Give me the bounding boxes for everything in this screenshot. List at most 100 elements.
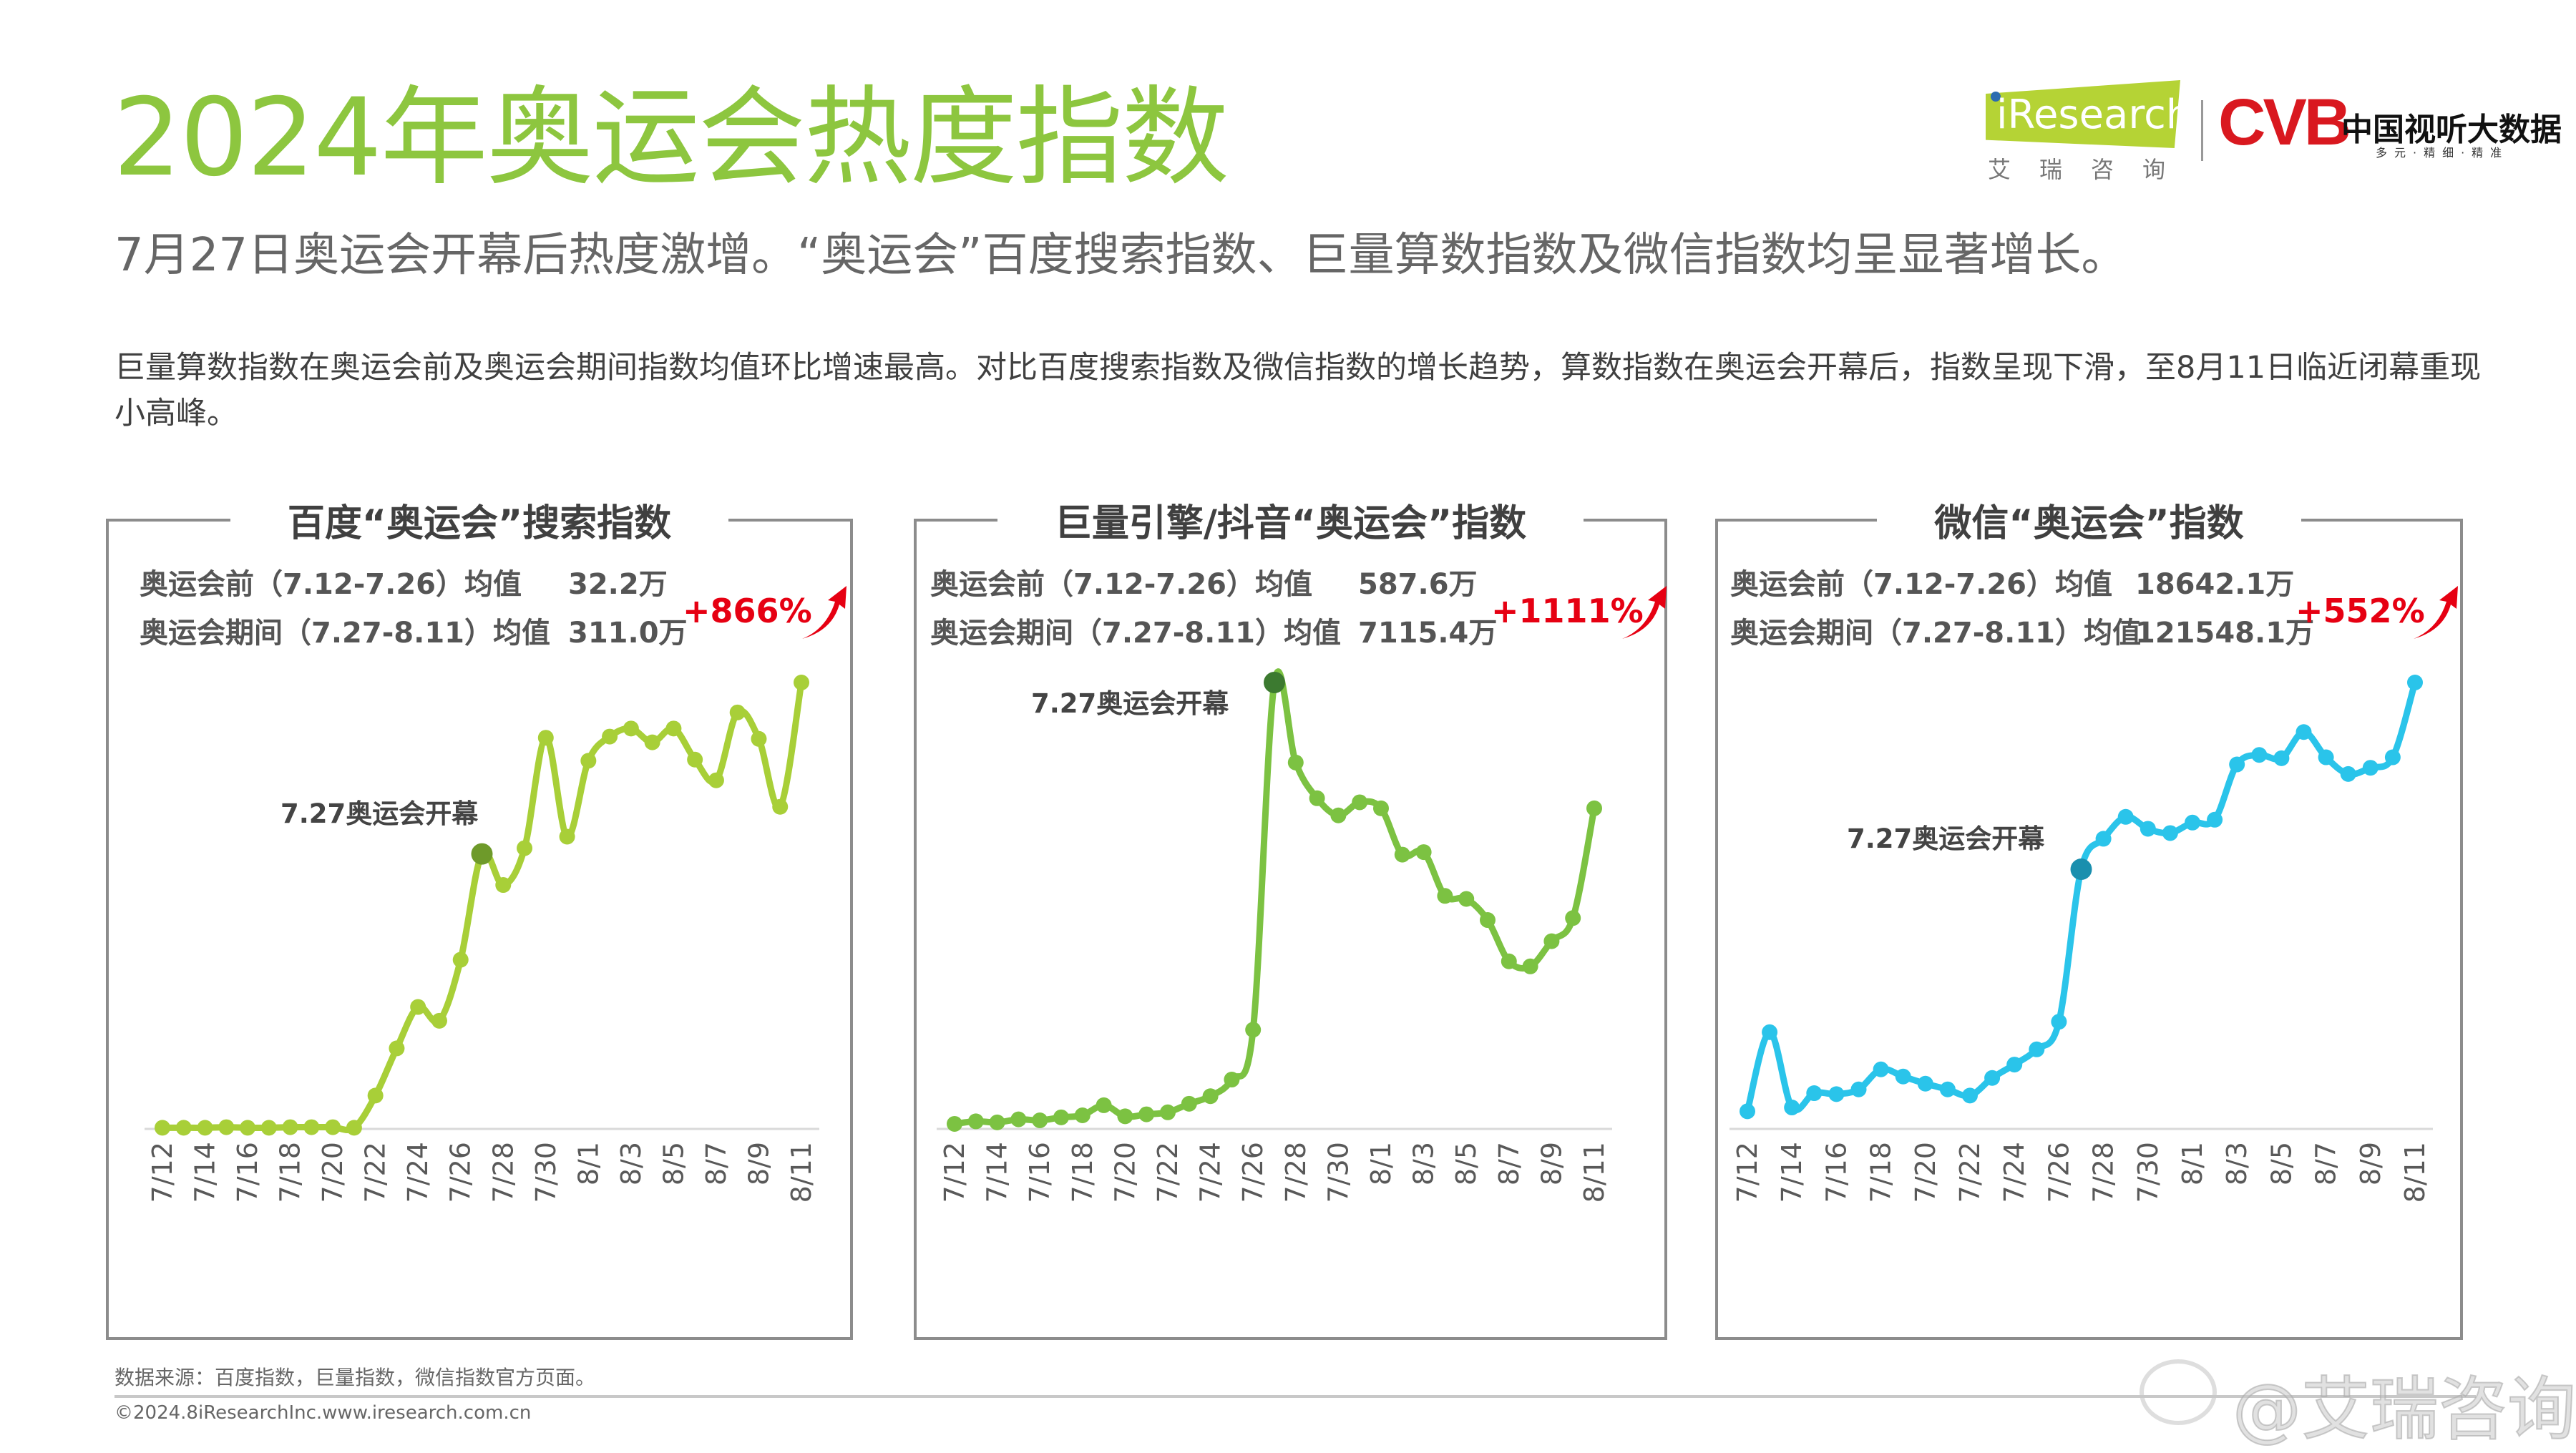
x-tick-label: 8/1 (572, 1142, 604, 1185)
data-point (1138, 1106, 1155, 1122)
stat-value: 311.0万 (568, 617, 688, 650)
data-point (623, 720, 639, 737)
x-tick-label: 8/1 (1365, 1142, 1397, 1185)
data-point (1287, 754, 1304, 770)
data-point (1962, 1087, 1978, 1104)
data-point (989, 1114, 1005, 1130)
data-point (282, 1119, 298, 1135)
data-point (1480, 912, 1496, 929)
data-point (1984, 1070, 2001, 1086)
data-point (410, 999, 426, 1015)
data-point (303, 1119, 320, 1135)
x-tick-label: 8/1 (2177, 1142, 2208, 1185)
data-point (687, 751, 703, 768)
chart-title-wrap: 微信“奥运会”指数 (1718, 493, 2460, 547)
red-up-arrow-icon (1619, 584, 1669, 642)
x-tick-label: 7/30 (530, 1142, 562, 1203)
x-tick-label: 7/12 (1732, 1142, 1763, 1203)
data-point (1522, 958, 1538, 974)
data-point (1806, 1085, 1823, 1102)
stat-value: 18642.1万 (2135, 568, 2295, 601)
stat-value: 32.2万 (568, 568, 668, 601)
chart-title: 百度“奥运会”搜索指数 (230, 502, 729, 545)
iresearch-logo-text: iResearch (1996, 92, 2192, 138)
growth-percentage: +552% (2296, 592, 2425, 630)
x-tick-label: 8/9 (743, 1142, 774, 1185)
data-point (1394, 846, 1410, 863)
x-tick-label: 8/7 (2311, 1142, 2342, 1185)
data-point (1565, 910, 1581, 926)
x-tick-label: 8/11 (2399, 1142, 2431, 1203)
stat-label: 奥运会前（7.12-7.26）均值 (140, 568, 522, 601)
x-tick-label: 8/5 (1450, 1142, 1482, 1185)
red-up-arrow-icon (799, 584, 849, 642)
line-chart: 7/12 7/14 7/16 7/18 7/20 7/22 7/24 7/26 7/28 7/30… (145, 675, 819, 1203)
data-point (1501, 953, 1517, 969)
data-point (2140, 821, 2156, 837)
data-point (2162, 825, 2178, 841)
x-tick-label: 8/9 (2355, 1142, 2386, 1185)
data-point (2117, 808, 2134, 825)
x-tick-label: 8/9 (1536, 1142, 1567, 1185)
data-point (559, 828, 575, 845)
x-tick-label: 7/22 (1152, 1142, 1184, 1203)
data-point (1181, 1095, 1197, 1112)
data-point (2318, 749, 2334, 765)
opening-annotation: 7.27奥运会开幕 (1847, 823, 2045, 854)
data-point (1245, 1022, 1262, 1038)
cvb-logo: CVB (2218, 86, 2351, 159)
data-source-note: 数据来源：百度指数，巨量指数，微信指数官方页面。 (114, 1366, 596, 1389)
data-point (1074, 1107, 1091, 1123)
x-tick-label: 8/11 (1579, 1142, 1610, 1203)
stat-value: 121548.1万 (2135, 617, 2315, 650)
data-point (1586, 800, 1602, 816)
data-point (2095, 831, 2112, 847)
x-tick-label: 8/5 (658, 1142, 689, 1185)
data-point (1053, 1109, 1069, 1125)
x-tick-label: 7/12 (939, 1142, 970, 1203)
data-point (1224, 1072, 1240, 1088)
data-point (197, 1120, 213, 1136)
page-title: 2024年奥运会热度指数 (113, 76, 1229, 200)
weibo-icon (2140, 1359, 2217, 1425)
x-tick-label: 7/26 (2043, 1142, 2074, 1203)
logo-divider (2201, 100, 2203, 161)
data-point (2207, 811, 2223, 828)
opening-annotation: 7.27奥运会开幕 (280, 798, 479, 829)
x-tick-label: 7/26 (445, 1142, 477, 1203)
chart-title: 微信“奥运会”指数 (1877, 502, 2301, 545)
series-line (1744, 681, 2419, 1113)
x-tick-label: 8/7 (701, 1142, 732, 1185)
data-point (175, 1120, 192, 1136)
chart-title-wrap: 百度“奥运会”搜索指数 (109, 493, 850, 547)
iresearch-logo-cn: 艾瑞咨询 (1988, 156, 2195, 183)
x-tick-label: 7/28 (1280, 1142, 1312, 1203)
data-point (1939, 1081, 1956, 1097)
data-point (1740, 1103, 1755, 1120)
data-point (2185, 814, 2200, 831)
x-tick-label: 7/12 (147, 1142, 178, 1203)
cvb-logo-slogan: 多元·精细·精准 (2376, 146, 2509, 160)
data-point (1828, 1086, 1845, 1102)
data-point (2296, 724, 2312, 740)
data-point (1330, 807, 1347, 823)
x-tick-label: 7/30 (1322, 1142, 1354, 1203)
data-point (1873, 1061, 1889, 1077)
data-point (346, 1120, 362, 1136)
data-point (1309, 790, 1325, 806)
data-point (602, 728, 618, 745)
data-point (2229, 756, 2245, 773)
stat-value: 587.6万 (1358, 568, 1478, 601)
x-tick-label: 7/14 (190, 1142, 221, 1203)
red-up-arrow-icon (2411, 584, 2461, 642)
data-point (1437, 888, 1453, 904)
summary-paragraph: 巨量算数指数在奥运会前及奥运会期间指数均值环比增速最高。对比百度搜索指数及微信指… (114, 350, 2482, 431)
stat-value: 7115.4万 (1358, 617, 1498, 650)
x-tick-label: 7/18 (1067, 1142, 1098, 1203)
stat-label: 奥运会前（7.12-7.26）均值 (1730, 568, 2112, 601)
data-point (1117, 1108, 1133, 1125)
x-tick-label: 7/14 (982, 1142, 1013, 1203)
data-point (452, 951, 469, 968)
data-point (2029, 1041, 2045, 1057)
highlight-point (2070, 858, 2092, 881)
